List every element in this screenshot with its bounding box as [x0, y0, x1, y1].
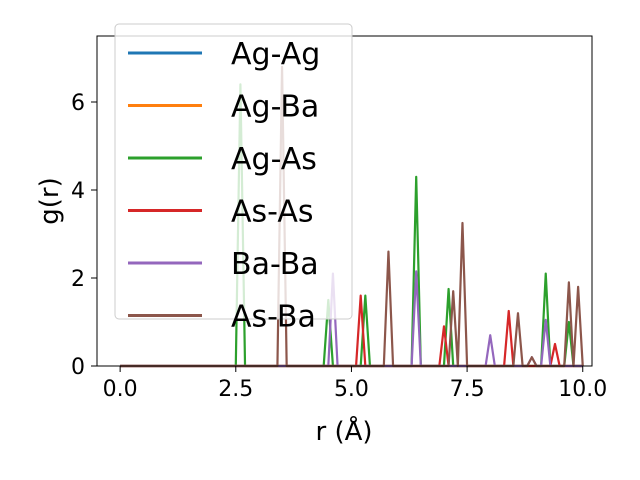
y-tick-label: 0: [71, 355, 85, 380]
x-tick-label: 10.0: [558, 377, 607, 402]
series-line-ba-ba: [120, 270, 583, 368]
legend: Ag-Ag Ag-Ba Ag-As As-As Ba-Ba As-Ba: [114, 23, 353, 335]
x-tick-label: 7.5: [450, 377, 485, 402]
legend-label: Ba-Ba: [231, 247, 319, 282]
x-tick-label: 2.5: [218, 377, 253, 402]
legend-label: Ag-As: [231, 142, 317, 177]
ticks-layer: 0.0 2.5 5.0 7.5 10.0 0 2 4 6: [71, 91, 607, 402]
y-tick-label: 2: [71, 267, 85, 292]
legend-label: Ag-Ag: [231, 37, 320, 72]
x-tick-label: 0.0: [103, 377, 138, 402]
legend-label: Ag-Ba: [231, 90, 319, 125]
y-tick-label: 4: [71, 179, 85, 204]
x-tick-label: 5.0: [334, 377, 369, 402]
y-axis-title: g(r): [35, 177, 65, 224]
legend-label: As-As: [231, 195, 313, 230]
x-axis-title: r (Å): [315, 415, 372, 447]
legend-box: [114, 23, 353, 320]
y-tick-label: 6: [71, 91, 85, 116]
legend-label: As-Ba: [231, 300, 316, 335]
